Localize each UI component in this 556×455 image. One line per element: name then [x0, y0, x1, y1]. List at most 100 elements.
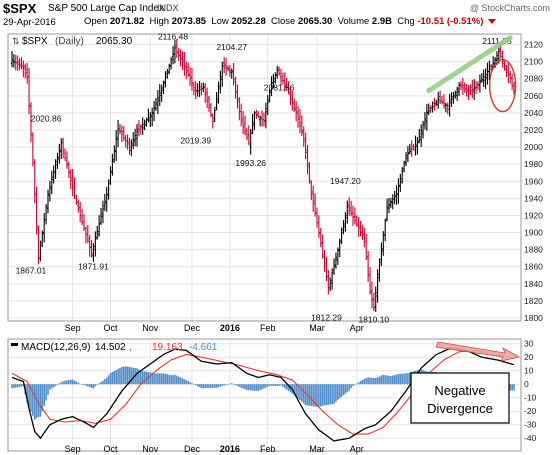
macd-month-label: Apr — [350, 444, 364, 454]
histogram-bar — [257, 384, 260, 391]
histogram-bar — [193, 384, 195, 385]
macd-tick-label: -30 — [524, 420, 537, 430]
macd-panel: -40 -30 -20 -10 0 10 20 30 Sep Oct Nov Dec 2016 Feb M… — [7, 338, 537, 454]
chart-settings-icon[interactable]: ⇅ — [12, 36, 20, 46]
price-tick-label: 2120 — [524, 40, 543, 50]
histogram-bar — [126, 366, 129, 385]
histogram-bar — [143, 371, 146, 385]
histogram-bar — [11, 384, 13, 389]
macd-histogram — [11, 366, 515, 420]
divergence-arrow-shape — [435, 341, 521, 362]
histogram-bar — [274, 384, 277, 386]
histogram-bar — [60, 382, 63, 385]
histogram-bar — [511, 384, 513, 391]
histogram-bar — [401, 373, 404, 385]
macd-value: 14.502 — [95, 342, 126, 353]
signal-swatch: , — [129, 342, 132, 353]
histogram-bar — [177, 376, 180, 385]
price-tick-label: 1940 — [524, 193, 543, 203]
down-arrow-icon — [488, 19, 497, 24]
histogram-bar — [206, 384, 208, 389]
price-month-label: Oct — [103, 323, 118, 333]
histogram-bar — [136, 368, 138, 385]
histogram-bar — [73, 380, 76, 385]
histogram-bar — [215, 384, 218, 388]
histogram-bar — [386, 375, 388, 385]
price-tick-label: 1980 — [524, 159, 543, 169]
histogram-bar — [94, 384, 97, 387]
price-tick-label: 1880 — [524, 245, 543, 255]
symbol-label: $SPX — [3, 1, 37, 16]
histogram-bar — [32, 384, 34, 416]
histogram-bar — [316, 384, 318, 407]
high-label: High — [149, 16, 170, 27]
legend-symbol: $SPX — [22, 36, 48, 47]
histogram-bar — [155, 373, 157, 385]
low-value: 2052.28 — [231, 16, 266, 27]
histogram-bar — [221, 384, 224, 386]
histogram-bar — [13, 384, 15, 388]
histogram-bar — [52, 384, 55, 388]
histogram-bar — [172, 374, 174, 385]
price-tick-label: 2080 — [524, 74, 543, 84]
macd-tick-label: 0 — [524, 379, 529, 389]
histogram-bar — [344, 384, 347, 394]
histogram-bar — [160, 373, 163, 385]
histogram-bar — [81, 384, 83, 385]
volume-label: Volume — [337, 16, 370, 27]
divergence-line2: Divergence — [427, 401, 493, 416]
macd-tick-label: 30 — [524, 339, 534, 349]
histogram-bar — [263, 384, 265, 389]
histogram-bar — [225, 384, 227, 385]
low-label: Low — [211, 16, 229, 27]
histogram-bar — [355, 383, 358, 385]
histogram-bar — [204, 384, 207, 389]
divergence-arrow — [435, 341, 521, 362]
histogram-bar — [299, 384, 301, 401]
histogram-bar — [200, 384, 203, 389]
macd-panel-frame — [7, 338, 522, 452]
price-annotation: 2019.39 — [180, 136, 211, 146]
histogram-bar — [54, 384, 57, 386]
histogram-bar — [354, 384, 356, 385]
histogram-bar — [342, 384, 345, 396]
histogram-bar — [212, 384, 214, 388]
price-tick-label: 1820 — [524, 296, 543, 306]
price-annotation: 1812.29 — [311, 312, 342, 322]
histogram-bar — [393, 375, 396, 385]
histogram-bar — [128, 366, 131, 385]
histogram-bar — [346, 384, 349, 393]
rising-trendline — [426, 35, 513, 94]
histogram-bar — [259, 384, 261, 391]
histogram-bar — [374, 378, 377, 385]
histogram-bar — [287, 384, 290, 391]
macd-month-label: Feb — [260, 444, 276, 454]
histogram-bar — [327, 384, 330, 405]
macd-tick-label: -40 — [524, 433, 537, 443]
price-annotation: 2020.86 — [31, 113, 62, 123]
histogram-bar — [14, 384, 17, 388]
histogram-bar — [229, 383, 231, 385]
volume-value: 2.9B — [371, 16, 392, 27]
macd-swatch — [11, 343, 18, 346]
histogram-bar — [26, 384, 28, 403]
price-x-axis: Sep Oct Nov Dec 2016 Feb Mar Apr — [65, 323, 364, 333]
histogram-bar — [20, 384, 23, 387]
histogram-bar — [325, 384, 328, 406]
price-tick-label: 1860 — [524, 262, 543, 272]
histogram-bar — [145, 371, 148, 385]
histogram-bar — [39, 384, 42, 417]
macd-lines — [11, 347, 515, 442]
histogram-bar — [244, 384, 246, 390]
histogram-bar — [373, 377, 375, 385]
price-tick-label: 2100 — [524, 57, 543, 67]
price-annotations: 1867.01 2020.86 1871.91 2116.48 2019.39 2104.… — [16, 32, 512, 325]
histogram-bar — [58, 383, 61, 385]
histogram-bar — [22, 384, 25, 387]
price-month-label: Nov — [142, 323, 159, 333]
price-month-label: Sep — [65, 323, 81, 333]
histogram-bar — [255, 384, 258, 391]
histogram-bar — [179, 377, 182, 385]
histogram-bar — [140, 370, 142, 385]
histogram-bar — [382, 374, 385, 385]
